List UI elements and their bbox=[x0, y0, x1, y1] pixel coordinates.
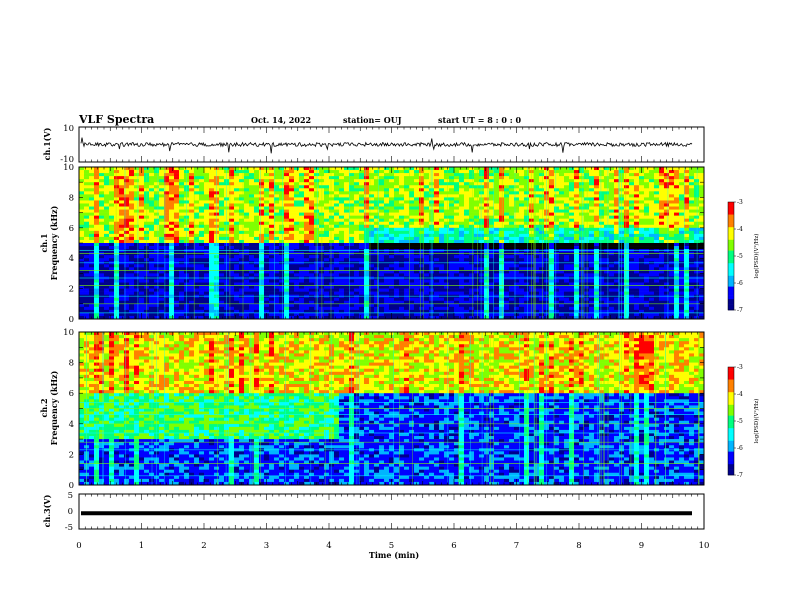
ch3-ytick-bottom: -5 bbox=[65, 523, 73, 533]
ytick-label-8: 8 bbox=[69, 359, 74, 369]
x-tick-label-6: 6 bbox=[451, 541, 456, 551]
x-tick-label-5: 5 bbox=[389, 541, 394, 551]
ch1-spectrogram-ylabel-line1: ch.1 bbox=[39, 233, 49, 252]
ch1-spectrogram-image bbox=[79, 167, 705, 320]
colorbar-label: log(PSD)(V²/Hz) bbox=[753, 234, 760, 279]
ch3-waveform-panel: 5 0 -5 ch.3(V) bbox=[42, 491, 705, 533]
ch1-waveform-ylabel: ch.1(V) bbox=[42, 127, 52, 160]
ch1-waveform-line bbox=[80, 137, 693, 154]
colorbar-tick--5: -5 bbox=[737, 418, 743, 425]
x-tick-label-7: 7 bbox=[514, 541, 519, 551]
colorbar-label: log(PSD)(V²/Hz) bbox=[753, 399, 760, 444]
colorbar-tick--6: -6 bbox=[737, 280, 743, 287]
x-tick-label-3: 3 bbox=[264, 541, 269, 551]
ytick-label-2: 2 bbox=[69, 450, 74, 460]
x-tick-label-1: 1 bbox=[139, 541, 144, 551]
colorbar-tick--3: -3 bbox=[737, 199, 743, 206]
x-axis-label: Time (min) bbox=[369, 550, 419, 560]
station-label: station= OUJ bbox=[343, 115, 402, 125]
figure-title: VLF Spectra bbox=[78, 113, 154, 126]
colorbar-tick--5: -5 bbox=[737, 253, 743, 260]
ytick-label-6: 6 bbox=[69, 389, 74, 399]
colorbar-tick--7: -7 bbox=[737, 472, 743, 479]
ch1-waveform-ticks bbox=[78, 127, 705, 162]
colorbar-tick--4: -4 bbox=[737, 226, 743, 233]
ch2-spectrogram-ylabel-line1: ch.2 bbox=[39, 398, 49, 417]
x-tick-label-0: 0 bbox=[76, 541, 81, 551]
ch2-spectrogram-ylabel-line2: Frequency (kHz) bbox=[49, 370, 59, 445]
ch2-colorbar: -3 -4 -5 -6 -7 log(PSD)(V²/Hz) bbox=[727, 364, 760, 479]
start-ut-label: start UT = 8 : 0 : 0 bbox=[438, 115, 521, 125]
ytick-label-8: 8 bbox=[69, 193, 74, 203]
ytick-label-6: 6 bbox=[69, 224, 74, 234]
ch1-spectrogram-ylabel-line2: Frequency (kHz) bbox=[49, 205, 59, 280]
ch2-spectrogram-panel: 0 2 4 6 8 10 ch.2 Frequency (kHz) bbox=[39, 328, 705, 491]
ytick-label-0: 0 bbox=[69, 315, 74, 325]
ch3-ytick-mid: 0 bbox=[68, 507, 73, 517]
colorbar-tick--7: -7 bbox=[737, 307, 743, 314]
ytick-label-4: 4 bbox=[69, 254, 74, 264]
colorbar-tick--3: -3 bbox=[737, 364, 743, 371]
x-tick-label-9: 9 bbox=[639, 541, 644, 551]
ytick-label-4: 4 bbox=[69, 420, 74, 430]
date-label: Oct. 14, 2022 bbox=[251, 115, 311, 125]
ch1-spectrogram-ticks bbox=[78, 166, 705, 320]
ch3-ytick-top: 5 bbox=[68, 491, 73, 501]
ch1-colorbar: -3 -4 -5 -6 -7 log(PSD)(V²/Hz) bbox=[727, 199, 760, 314]
colorbar-tick--6: -6 bbox=[737, 445, 743, 452]
x-axis-tick-labels: 0 1 2 3 4 5 6 7 8 9 10 bbox=[76, 541, 709, 551]
ytick-label-0: 0 bbox=[69, 481, 74, 491]
ch1-spectrogram-ytick-labels: 0 2 4 6 8 10 bbox=[63, 163, 74, 325]
x-tick-label-2: 2 bbox=[201, 541, 206, 551]
ch2-spectrogram-image bbox=[78, 332, 705, 486]
ch1-waveform-panel: 10 -10 ch.1(V) bbox=[42, 124, 705, 165]
x-tick-label-8: 8 bbox=[576, 541, 581, 551]
ytick-label-10: 10 bbox=[63, 163, 74, 173]
ch3-waveform-ticks bbox=[78, 494, 705, 529]
ch1-ytick-bottom: -10 bbox=[60, 155, 74, 165]
ch2-spectrogram-ytick-labels: 0 2 4 6 8 10 bbox=[63, 328, 74, 491]
ytick-label-2: 2 bbox=[69, 285, 74, 295]
ch1-spectrogram-panel: 0 2 4 6 8 10 ch.1 Frequency (kHz) bbox=[39, 163, 705, 325]
ch3-waveform-ylabel: ch.3(V) bbox=[42, 494, 52, 527]
colorbar-tick--4: -4 bbox=[737, 391, 743, 398]
x-tick-label-4: 4 bbox=[326, 541, 331, 551]
x-tick-label-10: 10 bbox=[699, 541, 710, 551]
ch1-ytick-top: 10 bbox=[63, 124, 74, 134]
ch2-spectrogram-ticks bbox=[78, 331, 705, 486]
ytick-label-10: 10 bbox=[63, 328, 74, 338]
